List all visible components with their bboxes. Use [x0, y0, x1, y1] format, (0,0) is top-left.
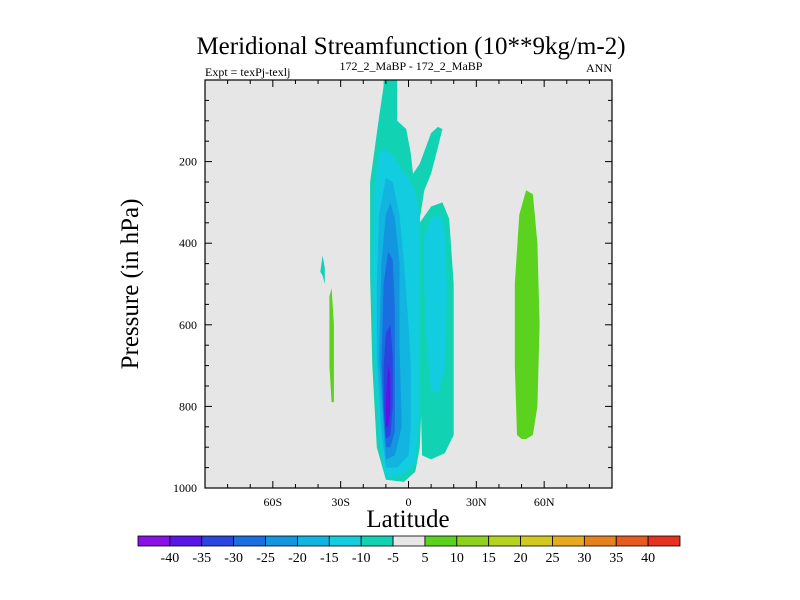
- colorbar-swatch: [488, 535, 521, 547]
- colorbar-label: 40: [641, 551, 655, 566]
- y-tick-label: 600: [179, 318, 197, 332]
- colorbar: -40 -35 -30 -25 -20 -15 -10 -5 5 10 15 20 25 30 35 40: [137, 535, 681, 566]
- colorbar-label: -20: [288, 551, 307, 566]
- subtitle-left: Expt = texPj-texlj: [205, 65, 290, 79]
- axis-ticks: 60S 30S 0 30N 60N 200 400 600 800 1000: [173, 80, 612, 509]
- colorbar-swatch: [265, 535, 298, 547]
- colorbar-swatch: [520, 535, 553, 547]
- colorbar-swatch: [615, 535, 649, 547]
- colorbar-swatch: [328, 535, 362, 547]
- y-axis-label: Pressure (in hPa): [117, 199, 144, 370]
- colorbar-label: -35: [192, 551, 211, 566]
- colorbar-swatch: [201, 535, 235, 547]
- colorbar-label: -30: [224, 551, 243, 566]
- contour-pos-right-lobe: [514, 190, 540, 439]
- subtitle-right: ANN: [586, 61, 612, 75]
- y-tick-label: 200: [179, 155, 197, 169]
- contour-left-blob: [320, 255, 325, 284]
- colorbar-swatch: [169, 535, 203, 547]
- colorbar-label: -40: [161, 551, 180, 566]
- colorbar-swatch: [456, 535, 490, 547]
- contour-band-neg35: [385, 365, 391, 427]
- colorbar-label: -10: [352, 551, 371, 566]
- contour-right-inner: [424, 214, 447, 395]
- colorbar-label: -5: [387, 551, 399, 566]
- chart-title: Meridional Streamfunction (10**9kg/m-2): [196, 33, 625, 60]
- colorbar-swatch: [137, 535, 171, 547]
- colorbar-swatch: [552, 535, 585, 547]
- colorbar-label: 35: [609, 551, 623, 566]
- colorbar-swatch: [392, 535, 426, 547]
- colorbar-label: 20: [514, 551, 528, 566]
- colorbar-swatch: [424, 535, 458, 547]
- y-tick-label: 1000: [173, 481, 197, 495]
- x-axis-label: Latitude: [366, 506, 449, 533]
- colorbar-label: -25: [256, 551, 275, 566]
- colorbar-swatch: [297, 535, 330, 547]
- colorbar-label: 15: [482, 551, 496, 566]
- x-tick-label: 60S: [263, 495, 282, 509]
- x-tick-label: 60N: [534, 495, 555, 509]
- x-tick-label: 30N: [466, 495, 487, 509]
- subtitle-center: 172_2_MaBP - 172_2_MaBP: [340, 59, 483, 73]
- colorbar-swatch: [583, 535, 617, 547]
- colorbar-label: -15: [320, 551, 339, 566]
- plot-frame: [204, 79, 613, 489]
- colorbar-swatch: [233, 535, 266, 547]
- colorbar-label: 10: [450, 551, 464, 566]
- colorbar-label: 5: [421, 551, 428, 566]
- colorbar-swatch: [647, 535, 681, 547]
- contour-layer: [320, 80, 540, 482]
- y-tick-label: 400: [179, 236, 197, 250]
- x-tick-label: 0: [406, 495, 412, 509]
- contour-pos-left-sliver: [329, 288, 334, 403]
- x-tick-label: 30S: [331, 495, 350, 509]
- y-tick-label: 800: [179, 399, 197, 413]
- colorbar-swatch: [360, 535, 394, 547]
- colorbar-label: 25: [545, 551, 559, 566]
- colorbar-label: 30: [577, 551, 591, 566]
